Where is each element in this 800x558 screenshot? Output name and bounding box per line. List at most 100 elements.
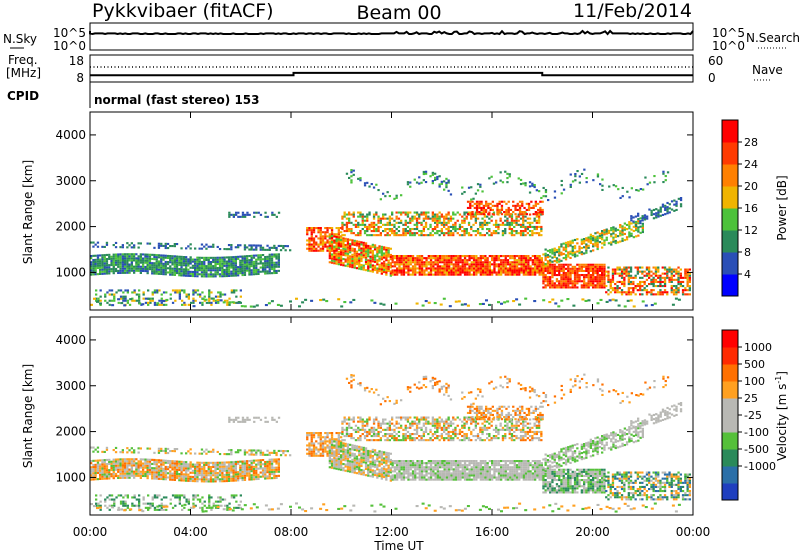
power-cell-2030 [514, 259, 516, 261]
power-cell-650 [253, 257, 255, 259]
power-cell-463 [208, 273, 210, 275]
power-cell-955 [172, 302, 174, 304]
power-cell-220 [144, 256, 146, 258]
power-cell-1884 [477, 272, 479, 274]
power-cell-1960 [496, 255, 498, 257]
power-cell-3995 [343, 301, 346, 303]
power-cell-549 [228, 263, 230, 265]
power-cell-1376 [358, 255, 360, 257]
power-cell-2300 [396, 222, 398, 224]
power-cell-2489 [454, 222, 456, 224]
power-cell-190 [138, 268, 140, 270]
velocity-cell-859 [97, 505, 99, 507]
power-cell-3068 [588, 264, 590, 266]
power-cell-1664 [421, 259, 423, 261]
velocity-cell-259 [156, 474, 158, 476]
power-cell-712 [271, 264, 273, 266]
power-cell-3957 [138, 302, 141, 304]
velocity-cell-318 [169, 460, 171, 462]
power-cell-1726 [439, 274, 441, 276]
power-cell-59 [104, 262, 106, 264]
power-cell-2236 [373, 218, 375, 220]
power-cell-569 [233, 260, 235, 262]
power-cell-76 [108, 266, 110, 268]
velocity-cell-347 [178, 479, 180, 481]
power-cell-3416 [610, 281, 612, 283]
velocity-cell-216 [144, 471, 146, 473]
power-cell-598 [242, 272, 244, 274]
power-cell-431 [199, 263, 201, 265]
power-cell-3893 [642, 217, 644, 219]
power-cell-2637 [511, 218, 513, 220]
velocity-cell-466 [208, 470, 210, 472]
power-cell-1851 [468, 265, 470, 267]
power-cell-649 [253, 261, 255, 263]
power-cell-2404 [429, 224, 431, 226]
power-cell-3123 [599, 264, 601, 266]
power-cell-1948 [493, 265, 495, 267]
power-cell-3629 [668, 269, 670, 271]
power-cell-2713 [538, 226, 540, 228]
velocity-cell-408 [194, 480, 196, 482]
power-cell-2712 [538, 232, 540, 234]
power-cell-1397 [363, 265, 365, 267]
velocity-cell-822 [251, 454, 253, 456]
power-cell-3333 [615, 236, 617, 238]
velocity-cell-790 [190, 452, 192, 454]
power-cell-3353 [624, 239, 626, 241]
power-cell-1169 [329, 227, 331, 229]
power-cell-677 [262, 266, 264, 268]
power-cell-727 [275, 270, 277, 272]
power-cell-1873 [473, 255, 475, 257]
velocity-cell-522 [221, 466, 223, 468]
power-cell-1774 [450, 274, 452, 276]
power-cell-1214 [329, 253, 331, 255]
power-cell-152 [126, 257, 128, 259]
power-cell-537 [226, 269, 228, 271]
power-cell-987 [195, 291, 197, 293]
power-cell-2315 [402, 234, 404, 236]
power-cell-3519 [639, 287, 641, 289]
power-cell-591 [239, 268, 241, 270]
power-cell-1788 [453, 263, 455, 265]
power-cell-1765 [448, 272, 450, 274]
power-cell-1444 [372, 264, 374, 266]
power-cell-3600 [659, 275, 661, 277]
power-cell-97 [113, 254, 115, 256]
velocity-cell-712 [271, 469, 273, 471]
power-cell-3385 [637, 228, 639, 230]
power-cell-1242 [333, 248, 335, 250]
power-cell-2966 [565, 276, 567, 278]
power-cell-1751 [444, 259, 446, 261]
power-cell-837 [266, 249, 268, 251]
power-cell-1133 [320, 233, 322, 235]
power-cell-3198 [563, 257, 565, 259]
power-cell-328 [174, 274, 176, 276]
power-cell-2644 [513, 220, 515, 222]
velocity-cell-315 [169, 466, 171, 468]
power-cell-2883 [547, 278, 549, 280]
power-cell-814 [237, 244, 239, 246]
nsearch-tick-bottom: 10^0 [712, 39, 745, 53]
power-cell-3033 [581, 274, 583, 276]
velocity-cell-455 [205, 478, 207, 480]
power-cell-1621 [410, 255, 412, 257]
power-cell-3753 [425, 181, 427, 183]
power-cell-1499 [383, 269, 385, 271]
power-cell-932 [154, 304, 156, 306]
power-cell-3951 [99, 302, 102, 304]
power-cell-79 [108, 256, 110, 258]
power-cell-1289 [342, 252, 344, 254]
power-cell-1688 [428, 255, 430, 257]
power-cell-578 [235, 262, 237, 264]
power-cell-1820 [459, 255, 461, 257]
power-cell-1261 [338, 259, 340, 261]
power-cell-1719 [437, 267, 439, 269]
velocity-cell-392 [187, 463, 189, 465]
power-cell-3291 [597, 236, 599, 238]
velocity-cell-407 [192, 464, 194, 466]
power-cell-899 [127, 289, 129, 291]
power-cell-2585 [493, 232, 495, 234]
power-cell-978 [188, 294, 190, 296]
power-cell-2347 [411, 228, 413, 230]
